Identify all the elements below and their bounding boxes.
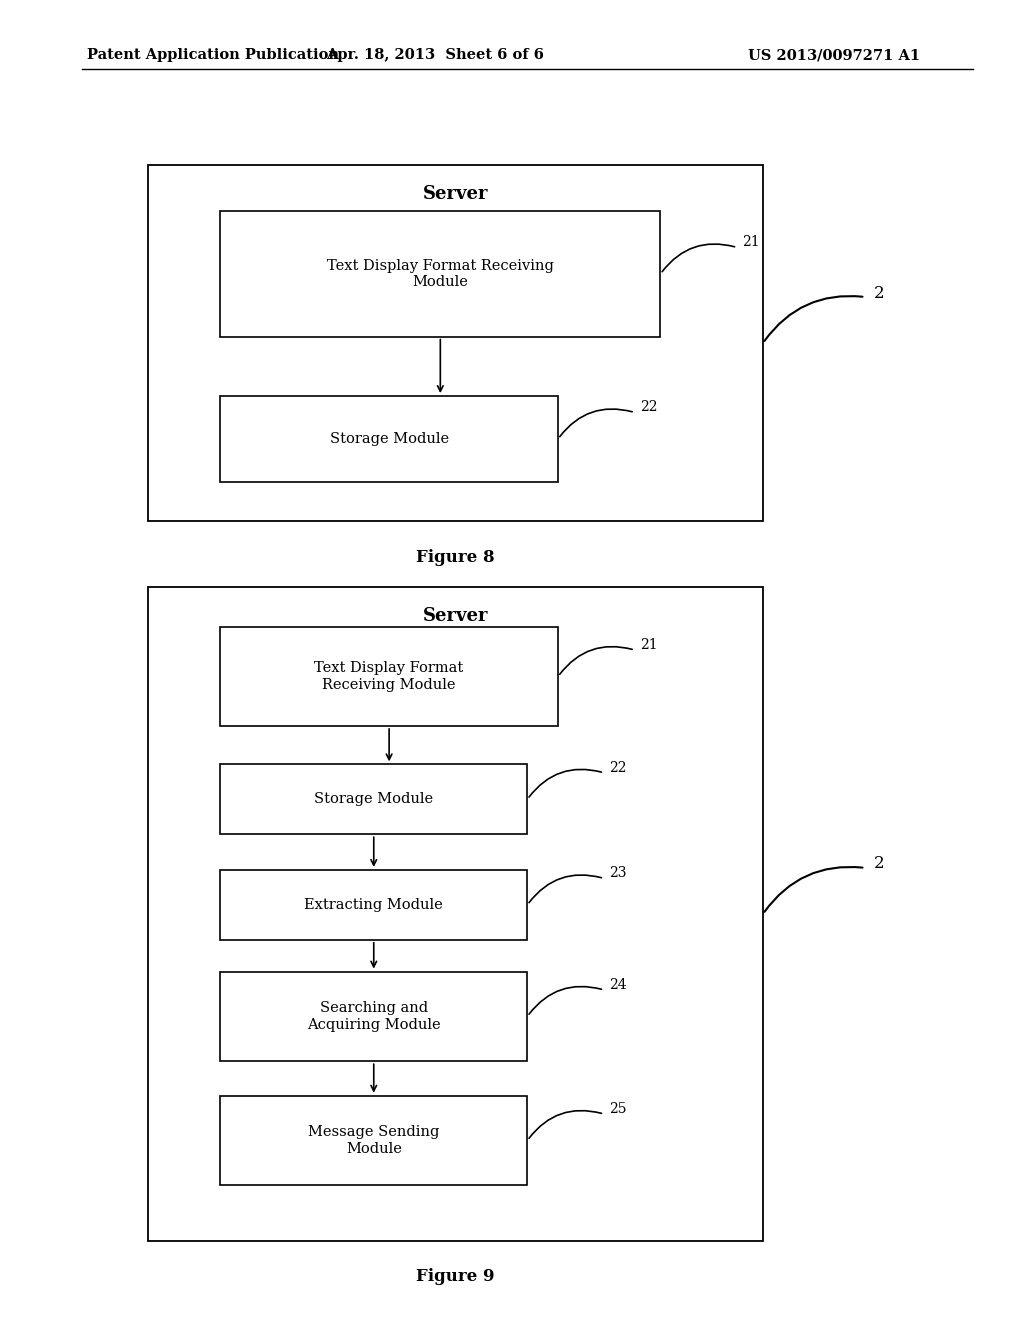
Bar [220, 870, 527, 940]
Text: Patent Application Publication: Patent Application Publication [87, 49, 339, 62]
Text: Server: Server [423, 185, 488, 203]
Text: Figure 9: Figure 9 [417, 1269, 495, 1284]
Text: 2: 2 [873, 285, 884, 301]
Text: 24: 24 [609, 978, 627, 991]
Text: Storage Module: Storage Module [314, 792, 433, 807]
Text: Extracting Module: Extracting Module [304, 898, 443, 912]
Bar [220, 1096, 527, 1185]
Bar [220, 396, 558, 482]
Text: Storage Module: Storage Module [330, 432, 449, 446]
Text: Server: Server [423, 607, 488, 626]
Bar [220, 764, 527, 834]
Text: Apr. 18, 2013  Sheet 6 of 6: Apr. 18, 2013 Sheet 6 of 6 [327, 49, 544, 62]
Bar [220, 211, 660, 337]
Text: 21: 21 [640, 638, 657, 652]
Text: 22: 22 [609, 760, 627, 775]
Text: 23: 23 [609, 866, 627, 880]
Text: Searching and
Acquiring Module: Searching and Acquiring Module [307, 1002, 440, 1031]
Bar [148, 165, 763, 521]
Text: 2: 2 [873, 855, 884, 873]
Bar [220, 972, 527, 1061]
Text: 21: 21 [742, 235, 760, 249]
Text: 25: 25 [609, 1102, 627, 1115]
Bar [148, 587, 763, 1241]
Text: Figure 8: Figure 8 [417, 549, 495, 565]
Text: US 2013/0097271 A1: US 2013/0097271 A1 [748, 49, 920, 62]
Text: 22: 22 [640, 400, 657, 414]
Text: Message Sending
Module: Message Sending Module [308, 1126, 439, 1155]
Bar [220, 627, 558, 726]
Text: Text Display Format
Receiving Module: Text Display Format Receiving Module [314, 661, 464, 692]
Text: Text Display Format Receiving
Module: Text Display Format Receiving Module [327, 259, 554, 289]
